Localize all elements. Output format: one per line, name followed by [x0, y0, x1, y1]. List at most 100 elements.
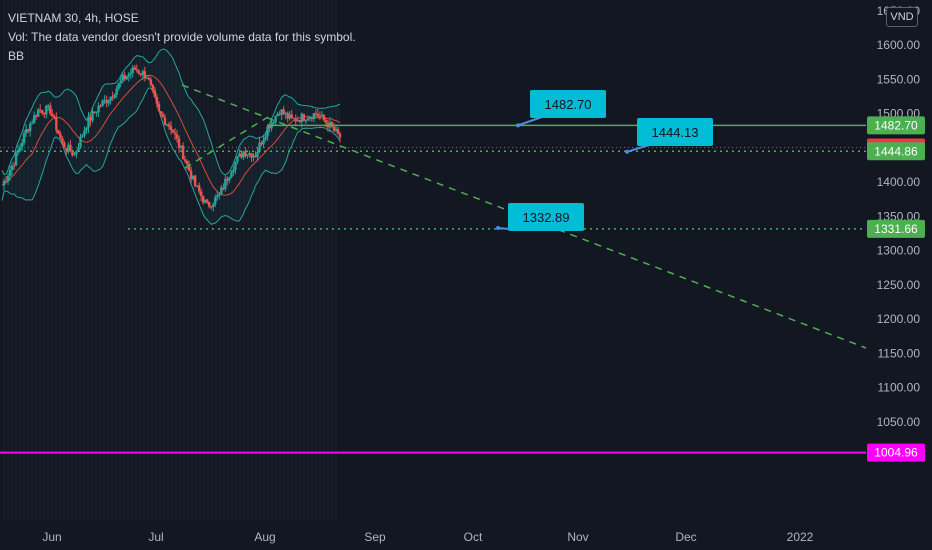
y-tick-label: 1250.00: [877, 278, 921, 292]
candle: [280, 109, 283, 121]
history-grid: [3, 0, 337, 520]
candle: [246, 154, 249, 159]
callout-box: [637, 118, 713, 146]
candle-body: [226, 178, 229, 181]
candle-body: [53, 116, 56, 118]
candle-body: [119, 80, 122, 84]
candle-body: [236, 156, 239, 163]
horizontal-levels: [0, 124, 866, 454]
candle: [32, 111, 36, 124]
candle: [99, 104, 102, 108]
x-tick-label: Dec: [675, 530, 696, 544]
candle: [123, 71, 126, 82]
candle-body: [20, 142, 24, 147]
candle-body: [282, 109, 285, 114]
candle-body: [212, 204, 215, 208]
candle: [171, 129, 175, 133]
candle: [139, 73, 143, 77]
candle-body: [32, 115, 36, 123]
candle: [336, 126, 340, 135]
callout-pointer: [626, 144, 650, 153]
candle-body: [28, 123, 32, 132]
candle: [109, 96, 112, 105]
candle: [77, 142, 80, 152]
currency-badge[interactable]: VND: [886, 7, 918, 27]
candle-body: [12, 165, 16, 167]
candle: [234, 161, 237, 175]
candle: [2, 178, 6, 191]
candle-body: [135, 69, 138, 71]
y-tick-label: 1200.00: [877, 312, 921, 326]
candle-body: [85, 127, 88, 131]
candle: [302, 113, 305, 122]
candle: [288, 111, 291, 121]
candle-body: [107, 100, 110, 104]
candle: [24, 124, 28, 138]
price-callout: 1332.89: [496, 203, 584, 231]
candle-body: [332, 126, 336, 131]
candle-body: [272, 122, 275, 124]
y-tick-label: 1100.00: [878, 381, 921, 395]
candle: [117, 82, 120, 91]
y-tick-label: 1150.00: [878, 346, 921, 360]
candle-body: [157, 103, 161, 112]
candle: [75, 150, 78, 159]
candle: [183, 155, 187, 164]
candle: [115, 85, 118, 99]
candle-body: [181, 145, 185, 160]
candle: [185, 159, 189, 170]
price-callout: 1444.13: [625, 118, 713, 154]
candle-body: [141, 71, 145, 75]
candle-body: [290, 114, 293, 119]
candle-body: [145, 78, 149, 80]
candle: [59, 131, 62, 140]
candle: [47, 103, 50, 111]
candle-body: [131, 67, 134, 73]
candle: [12, 161, 16, 171]
candle-body: [276, 113, 279, 116]
candle: [308, 115, 312, 122]
candle: [222, 183, 225, 191]
candle: [264, 131, 267, 142]
candle-body: [234, 162, 237, 171]
candle: [254, 151, 257, 158]
candle: [278, 110, 281, 117]
candle: [141, 69, 145, 81]
candle-body: [133, 67, 136, 70]
candle: [260, 141, 263, 147]
candle: [298, 119, 301, 124]
candle: [143, 66, 147, 82]
candle-body: [338, 133, 342, 138]
candle-body: [222, 187, 225, 190]
time-axis[interactable]: Jun Jul Aug Sep Oct Nov Dec 2022: [42, 530, 813, 544]
candle: [238, 149, 241, 157]
candle: [310, 116, 314, 122]
candle-body: [14, 152, 18, 166]
candle: [195, 184, 199, 188]
candle: [55, 112, 58, 134]
candle: [306, 115, 310, 122]
candle: [103, 95, 106, 105]
volume-indicator-note[interactable]: Vol: The data vendor doesn't provide vol…: [8, 30, 356, 44]
price-label-text: 1444.86: [874, 144, 918, 158]
callout-box: [530, 90, 606, 118]
candle-body: [248, 152, 251, 155]
lower-band: [1, 87, 341, 225]
candle: [214, 194, 217, 207]
candle: [240, 151, 243, 159]
candle-body: [334, 129, 338, 131]
candle-body: [268, 126, 271, 129]
x-tick-label: Jul: [148, 530, 163, 544]
symbol-title[interactable]: VIETNAM 30, 4h, HOSE: [8, 11, 139, 25]
bollinger-indicator-label[interactable]: BB: [8, 49, 25, 63]
candle: [101, 98, 104, 107]
callout-anchor: [516, 123, 520, 128]
candle: [153, 87, 157, 99]
candle: [30, 119, 34, 125]
candle: [107, 99, 110, 107]
candle: [6, 173, 10, 185]
candle: [175, 129, 179, 143]
candle-body: [113, 95, 116, 98]
